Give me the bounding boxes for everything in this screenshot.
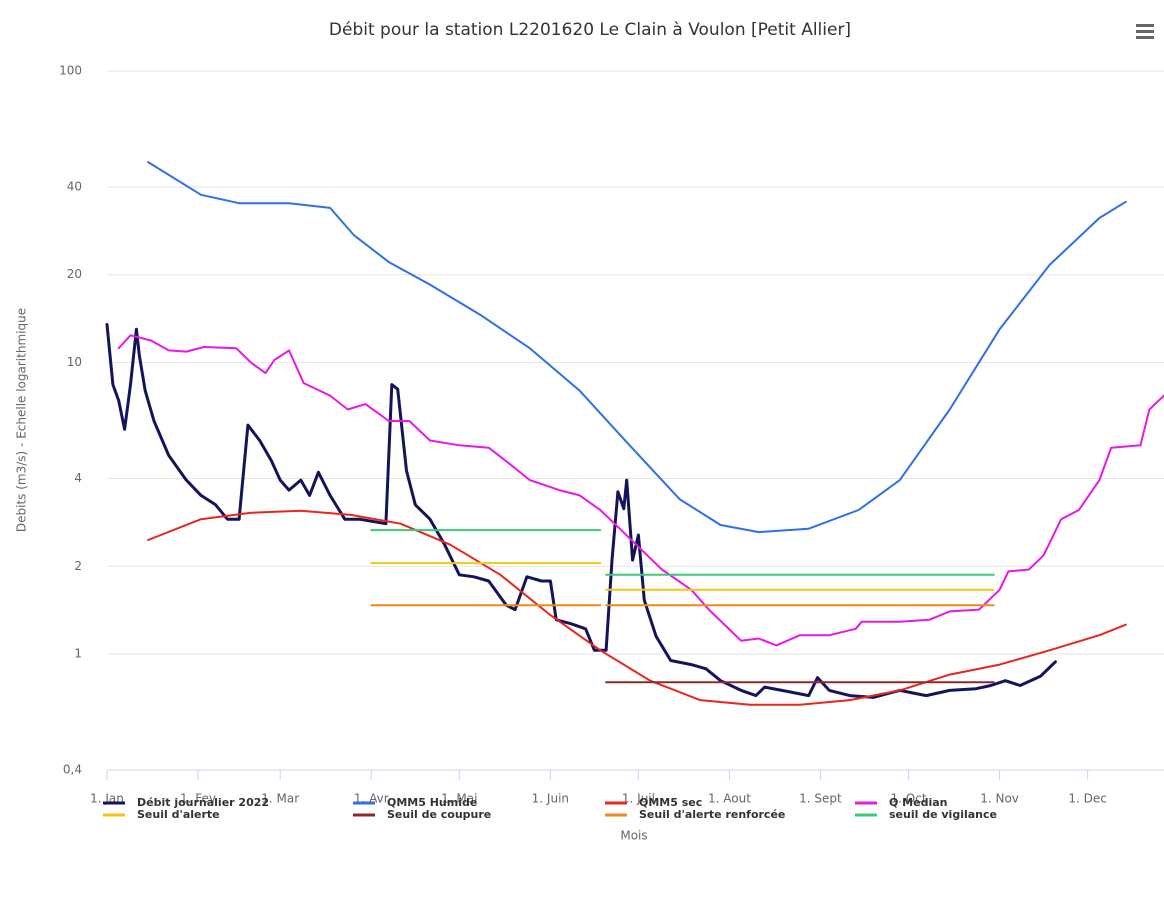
legend-label: Q Median	[889, 796, 948, 809]
y-tick-label: 40	[67, 179, 82, 193]
y-axis-title: Debits (m3/s) - Echelle logarithmique	[15, 308, 29, 532]
series-line	[370, 562, 995, 591]
series-line	[370, 529, 995, 576]
x-tick-label: 1. Nov	[980, 792, 1019, 806]
x-tick-label: 1. Mar	[261, 792, 299, 806]
legend-label: seuil de vigilance	[889, 808, 997, 821]
legend-label: Seuil d'alerte	[137, 808, 220, 821]
y-tick-label: 10	[67, 355, 82, 369]
menu-bar[interactable]	[1136, 24, 1154, 27]
y-tick-label: 0,4	[63, 763, 82, 777]
legend-label: QMM5 sec	[639, 796, 702, 809]
chart-title: Débit pour la station L2201620 Le Clain …	[329, 20, 851, 40]
legend-label: Seuil de coupure	[387, 808, 491, 821]
x-tick-label: 1. Aout	[708, 792, 751, 806]
series-line	[117, 334, 1164, 647]
series-line	[105, 323, 1057, 699]
y-tick-label: 20	[67, 267, 82, 281]
menu-bar[interactable]	[1136, 36, 1154, 39]
legend-label: Seuil d'alerte renforcée	[639, 808, 785, 821]
x-tick-label: 1. Mai	[441, 792, 477, 806]
y-tick-label: 4	[74, 471, 82, 485]
legend-label: Débit journalier 2022	[137, 796, 269, 809]
menu-button[interactable]	[1136, 24, 1154, 39]
x-tick-label: 1. Juil	[622, 792, 655, 806]
x-axis-title: Mois	[620, 829, 647, 843]
x-tick-label: 1. Sept	[799, 792, 842, 806]
x-tick-label: 1. Oct	[891, 792, 927, 806]
menu-bar[interactable]	[1136, 30, 1154, 33]
series-line	[147, 161, 1127, 534]
y-tick-label: 1	[74, 647, 82, 661]
legend-label: QMM5 Humide	[387, 796, 477, 809]
series-line	[147, 509, 1127, 706]
y-tick-label: 2	[74, 559, 82, 573]
x-tick-label: 1. Fev	[180, 792, 216, 806]
y-tick-label: 100	[59, 64, 82, 78]
x-tick-label: 1. Juin	[532, 792, 569, 806]
x-tick-label: 1. Dec	[1068, 792, 1106, 806]
